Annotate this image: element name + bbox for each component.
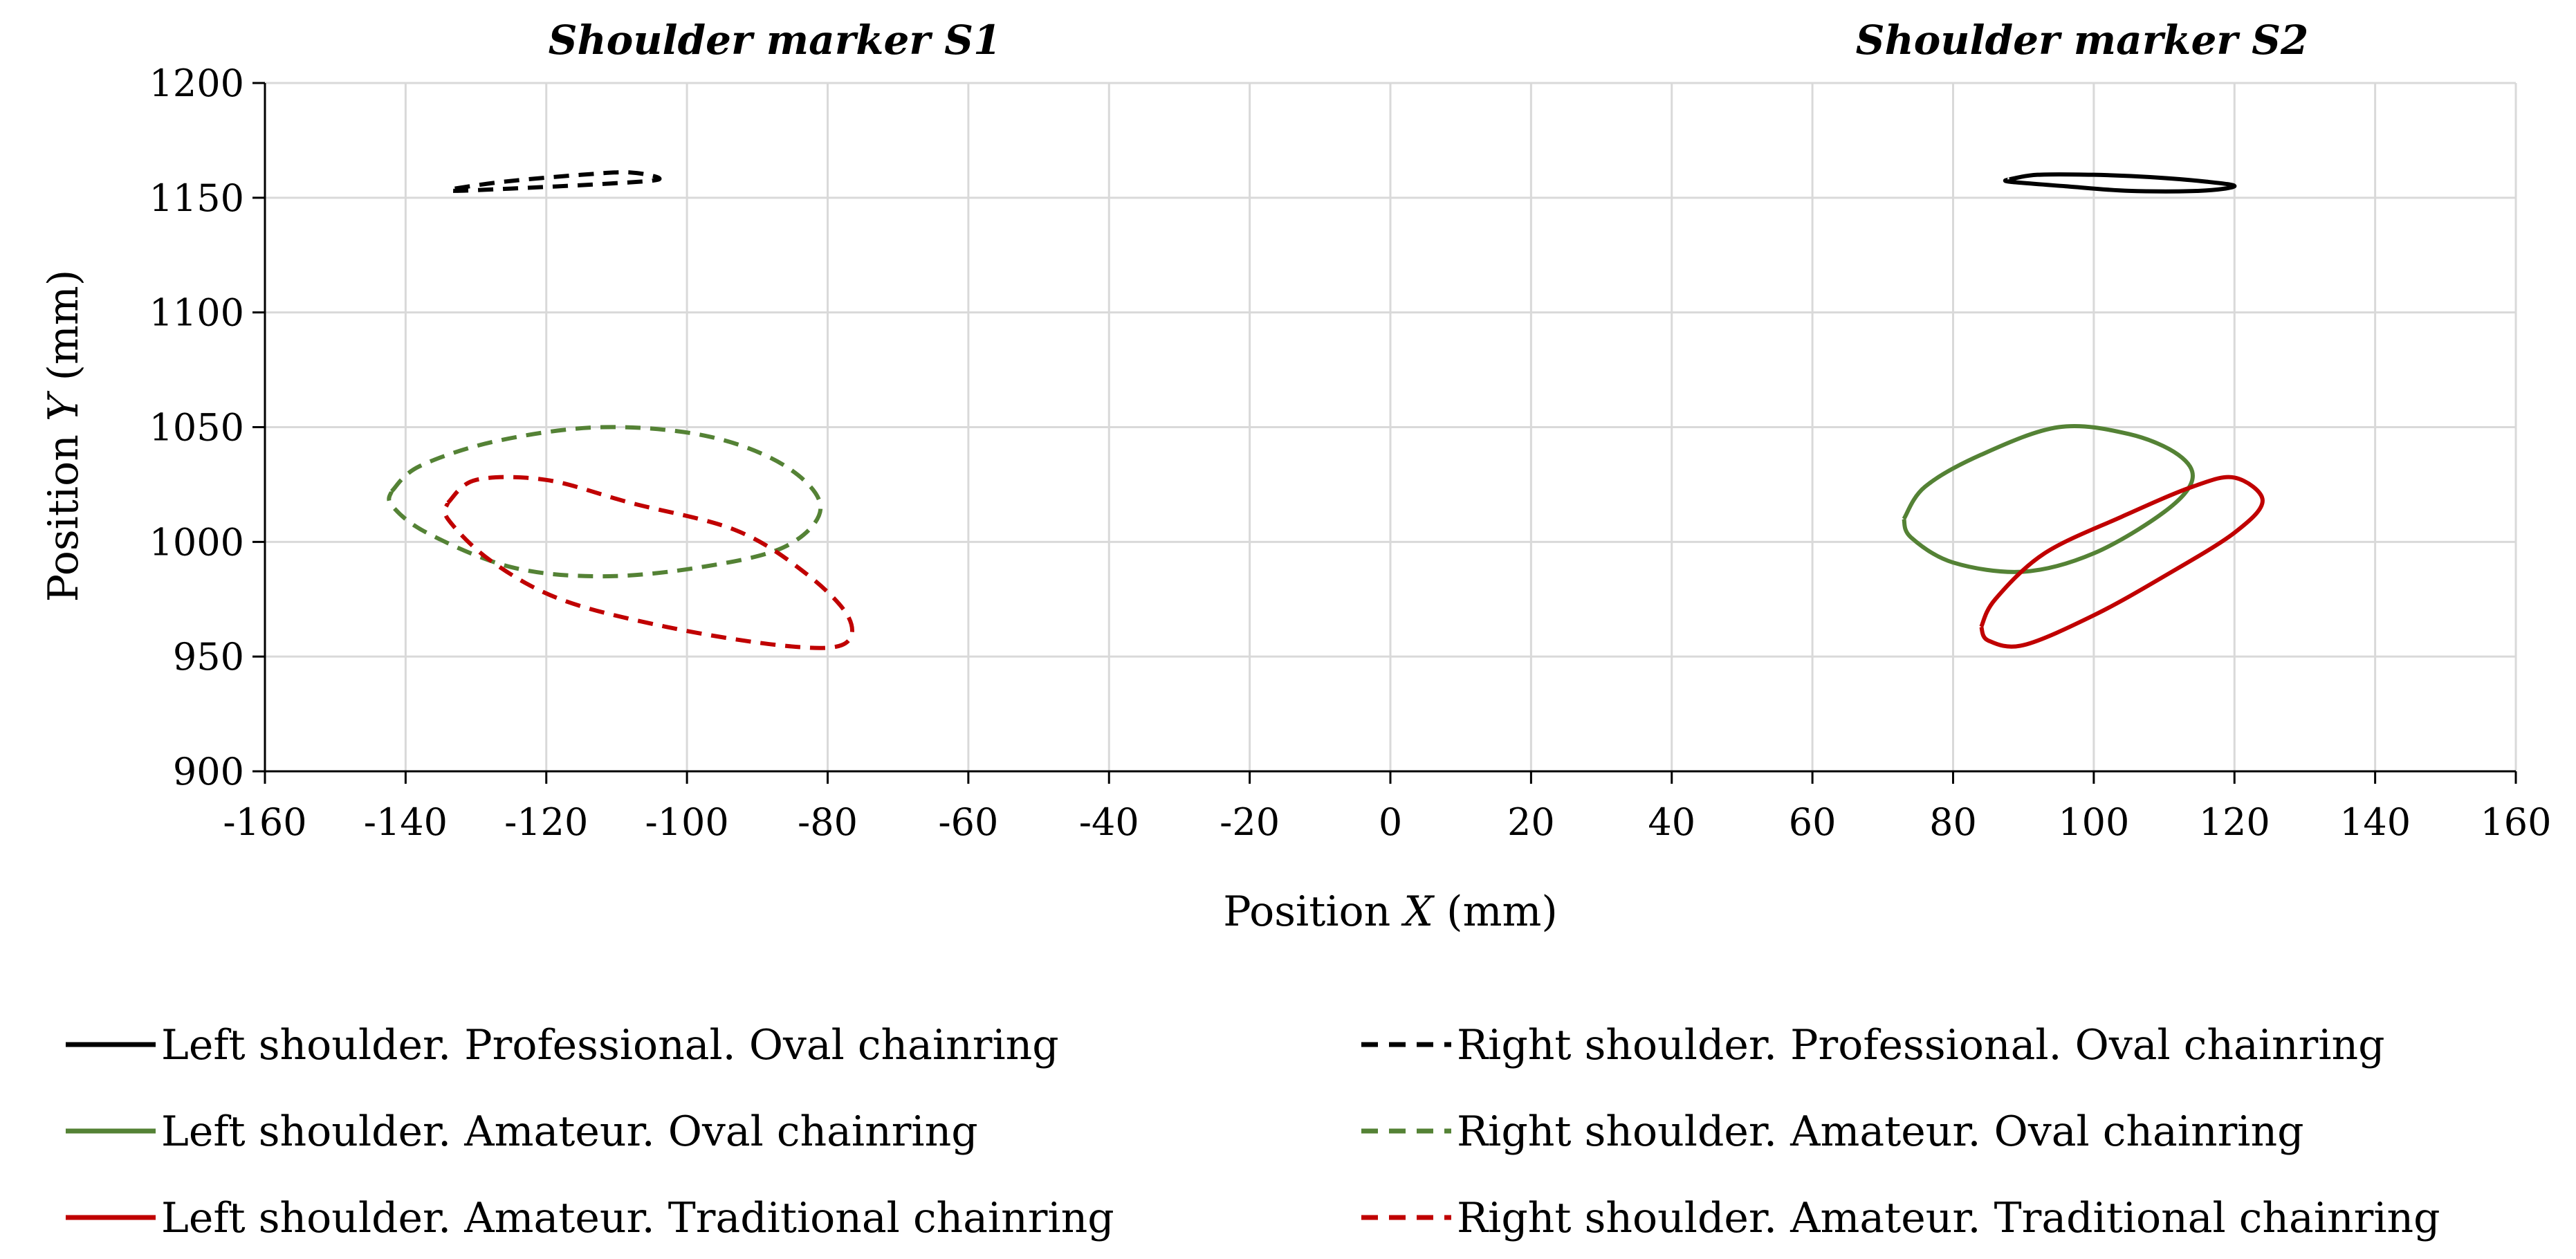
legend: Left shoulder. Professional. Oval chainr… [66,1021,2440,1242]
y-tick-label: 1100 [149,291,244,335]
chart-title-s2: Shoulder marker S2 [1856,17,2309,64]
x-tick-label: 40 [1648,800,1695,844]
y-axis-title: Position Y (mm) [39,270,88,602]
legend-label-4: Right shoulder. Amateur. Oval chainring [1457,1108,2304,1156]
series-curve-3 [1902,424,2195,574]
x-tick-label: 100 [2058,800,2129,844]
x-tick-label: -120 [504,800,588,844]
x-tick-label: 0 [1379,800,1402,844]
series-curve-1 [2003,172,2237,194]
legend-label-3: Left shoulder. Amateur. Oval chainring [161,1108,978,1156]
x-tick-label: 80 [1929,800,1977,844]
legend-label-5: Left shoulder. Amateur. Traditional chai… [161,1194,1114,1242]
y-tick-label: 1000 [149,520,244,564]
series-curve-5 [1979,475,2265,649]
y-tick-label: 950 [173,635,244,679]
x-tick-label: -80 [798,800,858,844]
x-tick-label: 60 [1789,800,1837,844]
axes: -160 -140 -120 -100 -80 -60 -40 -20 0 20 40 60 80 100… [149,62,2552,844]
x-tick-label: -20 [1220,800,1280,844]
legend-label-6: Right shoulder. Amateur. Traditional cha… [1457,1194,2440,1242]
x-tick-label: 120 [2199,800,2270,844]
y-tick-label: 1200 [149,62,244,105]
x-tick-label: -100 [645,800,728,844]
legend-label-1: Left shoulder. Professional. Oval chainr… [161,1021,1059,1069]
y-tick-label: 1150 [149,176,244,220]
x-tick-label: 160 [2480,800,2551,844]
x-tick-label: -140 [364,800,448,844]
x-axis-title: Position X (mm) [1223,888,1558,936]
chart-title-s1: Shoulder marker S1 [549,17,1002,64]
y-tick-label: 1050 [149,406,244,450]
x-tick-label: 20 [1507,800,1555,844]
x-tick-label: 140 [2339,800,2411,844]
series-layer [387,170,2265,650]
series-curve-2 [448,170,662,193]
x-tick-label: -160 [223,800,306,844]
series-curve-6 [442,475,854,650]
series-curve-4 [387,425,823,579]
x-tick-label: -60 [938,800,998,844]
legend-label-2: Right shoulder. Professional. Oval chain… [1457,1021,2385,1069]
y-tick-label: 900 [173,750,244,793]
x-tick-label: -40 [1079,800,1139,844]
